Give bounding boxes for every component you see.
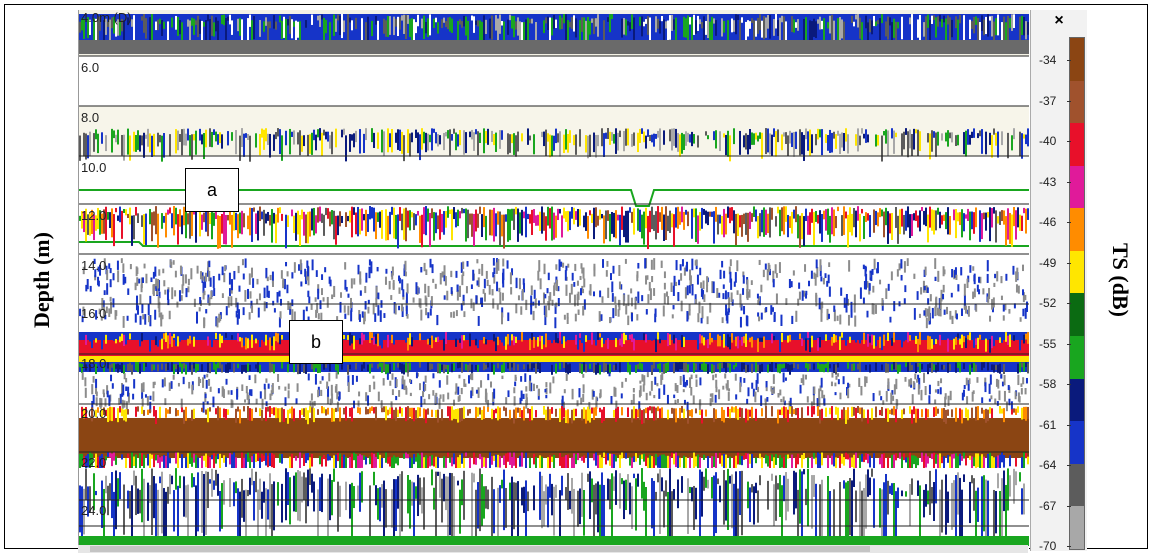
color-swatch [1070, 506, 1084, 549]
ts-tick-label: -58 [1039, 377, 1072, 391]
depth-tick-label: 4.0m (D) [81, 10, 132, 25]
ts-tick-label: -52 [1039, 296, 1072, 310]
depth-tick-label: 16.0 [81, 306, 107, 321]
depth-tick-label: 8.0 [81, 110, 100, 125]
ts-tick-label: -70 [1039, 539, 1072, 553]
ts-color-scale-panel: × -34 -37 -40 -43 -46 -49 -52 -55 -58 -61 -64 -67 -7… [1030, 10, 1087, 553]
depth-axis-label: Depth (m) [29, 232, 54, 328]
depth-tick-label: 14.0 [81, 258, 107, 273]
color-swatch [1070, 38, 1084, 81]
depth-tick-label: 24.0 [81, 503, 107, 518]
color-swatch [1070, 463, 1084, 507]
ts-tick-label: -37 [1039, 93, 1072, 108]
color-swatch [1070, 208, 1084, 251]
ts-tick-label: -40 [1039, 134, 1072, 148]
color-swatch [1070, 80, 1084, 124]
ts-tick-label: -43 [1039, 174, 1072, 189]
callout-a: a [185, 168, 239, 212]
horizontal-scrollbar[interactable] [78, 545, 1028, 553]
color-swatch [1070, 165, 1084, 209]
depth-tick-label: 12.0 [81, 208, 107, 223]
echogram-canvas [79, 10, 1029, 551]
color-swatch [1070, 378, 1084, 422]
ts-tick-label: -61 [1039, 417, 1072, 432]
depth-tick-label: 6.0 [81, 60, 100, 75]
depth-tick-label: 18.0 [81, 356, 107, 371]
echogram-panel[interactable]: 4.0m (D) 6.0 8.0 10.0 12.0 14.0 16.0 18.… [78, 10, 1029, 551]
ts-tick-label: -34 [1039, 53, 1072, 67]
ts-tick-label: -55 [1039, 336, 1072, 351]
color-swatch [1070, 250, 1084, 294]
color-scale-bar [1069, 37, 1085, 550]
ts-tick-label: -49 [1039, 255, 1072, 270]
ts-tick-label: -64 [1039, 458, 1072, 472]
ts-axis-label: TS (dB) [1108, 243, 1133, 317]
color-swatch [1070, 421, 1084, 464]
depth-tick-label: 10.0 [81, 160, 107, 175]
depth-tick-label: 20.0 [81, 406, 107, 421]
color-swatch [1070, 123, 1084, 166]
callout-b: b [289, 320, 343, 364]
color-swatch [1070, 336, 1084, 379]
ts-tick-label: -67 [1039, 498, 1072, 513]
ts-tick-label: -46 [1039, 215, 1072, 229]
scrollbar-thumb[interactable] [90, 546, 870, 552]
close-icon[interactable]: × [1054, 12, 1064, 29]
depth-tick-label: 22.0 [81, 455, 107, 470]
color-swatch [1070, 293, 1084, 337]
